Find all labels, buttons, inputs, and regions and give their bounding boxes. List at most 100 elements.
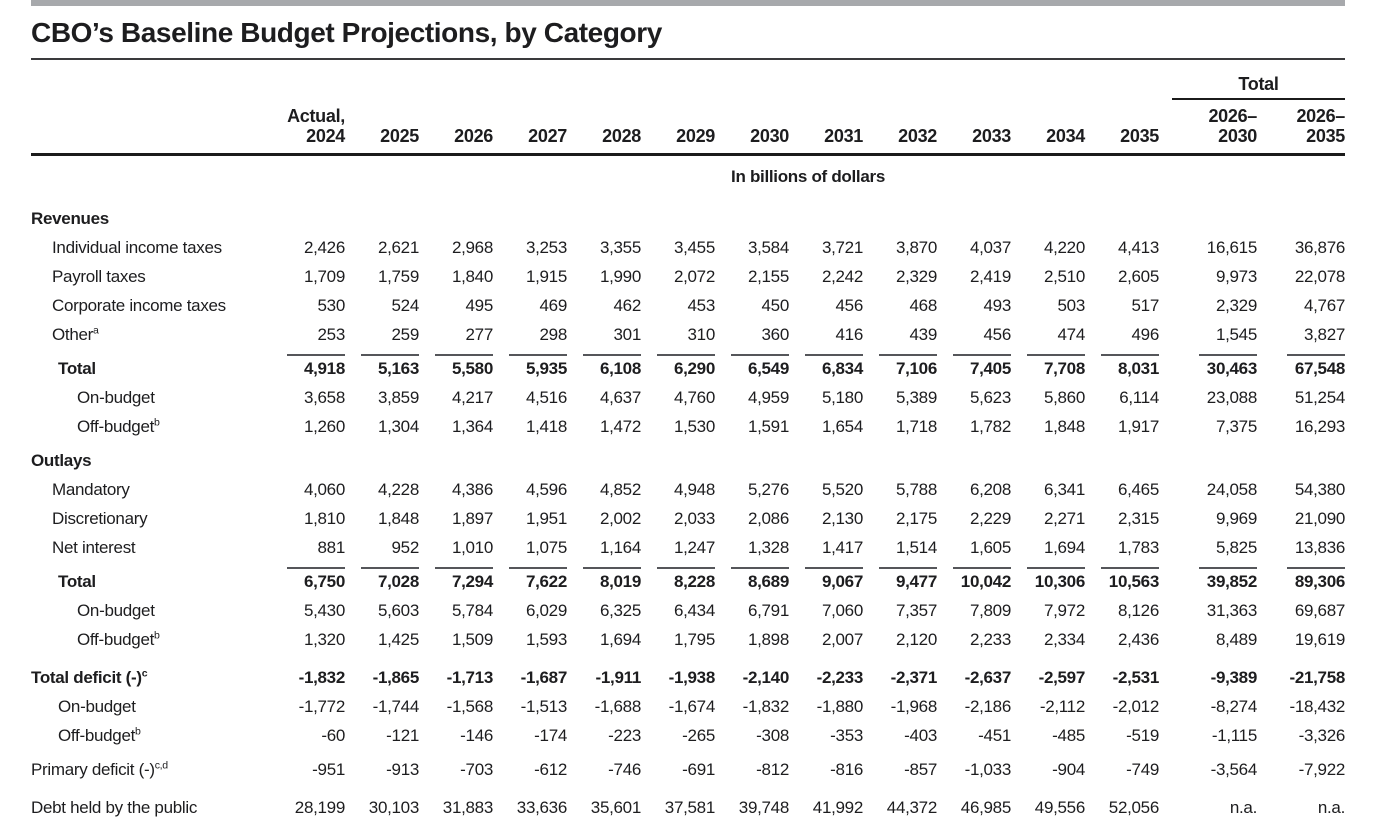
value-cell: 7,972 <box>1011 591 1085 620</box>
cell-value: 1,509 <box>451 629 493 649</box>
row-label: Individual income taxes <box>31 228 271 257</box>
cell-value: 7,972 <box>1043 600 1085 620</box>
section-row: Outlays <box>31 436 1345 470</box>
row-label-value: Primary deficit (-) <box>31 760 155 780</box>
cell-value: 8,489 <box>1215 629 1257 649</box>
value-cell: 493 <box>937 286 1012 315</box>
value-cell: -353 <box>789 716 863 745</box>
value-cell: -1,674 <box>641 687 716 716</box>
cell-value: 4,637 <box>599 387 641 407</box>
value-cell: 1,514 <box>863 528 937 557</box>
value-cell: 69,687 <box>1257 591 1346 620</box>
value-cell: 7,294 <box>419 557 493 591</box>
cell-value: 7,375 <box>1215 416 1257 436</box>
cell-value: 5,860 <box>1043 387 1085 407</box>
value-cell: 4,217 <box>419 378 493 407</box>
row-label-text: Revenues <box>31 209 109 228</box>
cell-value: 1,694 <box>599 629 641 649</box>
cell-value: 1,694 <box>1043 537 1085 557</box>
cell-value: 3,658 <box>303 387 345 407</box>
table-body: In billions of dollars Revenues Individual… <box>31 155 1345 817</box>
value-cell: 1,915 <box>493 257 567 286</box>
cell-value: n.a. <box>1317 798 1346 818</box>
value-cell: -703 <box>419 745 493 779</box>
cell-value: 6,791 <box>747 600 789 620</box>
cell-value: -1,911 <box>595 667 642 687</box>
total-spanner-label: Total <box>1238 74 1279 94</box>
cell-value: 1,364 <box>451 416 493 436</box>
cell-value: 4,948 <box>673 479 715 499</box>
value-cell: 495 <box>419 286 494 315</box>
row-label-text: Off-budgetb <box>31 417 160 436</box>
value-cell: 23,088 <box>1159 378 1258 407</box>
cell-value: 4,037 <box>969 237 1011 257</box>
cell-value: 9,973 <box>1215 266 1257 286</box>
row-label: Total <box>31 557 271 591</box>
cell-value: -21,758 <box>1289 667 1346 687</box>
row-label-value: Off-budget <box>77 629 155 649</box>
range-line2: 2030 <box>1218 126 1257 147</box>
value-cell: 474 <box>1011 315 1086 344</box>
cell-value: 456 <box>835 295 864 315</box>
value-cell: 5,276 <box>715 470 789 499</box>
cell-value: -223 <box>608 726 641 746</box>
row-label: Discretionary <box>31 499 271 528</box>
row-label-text: On-budget <box>31 697 136 716</box>
budget-table: Total Actual, 2024 2025 2026 2027 2028 2029 2030… <box>31 62 1345 817</box>
cell-value: 2,002 <box>599 508 641 528</box>
value-cell: 39,852 <box>1159 557 1257 591</box>
cell-value: 3,455 <box>673 237 715 257</box>
cell-value: 8,031 <box>1117 358 1159 378</box>
year-label: 2031 <box>824 126 863 147</box>
value-cell: 2,120 <box>863 620 937 649</box>
value-cell: 5,860 <box>1011 378 1085 407</box>
value-cell: -816 <box>789 745 863 779</box>
value-cell: 33,636 <box>493 779 568 817</box>
value-cell: -3,326 <box>1257 716 1346 745</box>
value-cell: 4,037 <box>937 228 1011 257</box>
value-cell: 2,002 <box>567 499 641 528</box>
value-cell: -2,531 <box>1085 649 1160 687</box>
row-label-value: On-budget <box>77 600 155 620</box>
value-cell: 1,990 <box>567 257 641 286</box>
value-cell: 8,126 <box>1085 591 1159 620</box>
value-cell: -60 <box>271 716 345 745</box>
value-cell: -451 <box>937 716 1011 745</box>
value-cell: 1,425 <box>345 620 419 649</box>
value-cell: 1,718 <box>863 407 937 436</box>
value-cell: 31,883 <box>419 779 494 817</box>
value-cell: 6,290 <box>641 344 715 378</box>
row-label-value: Total <box>58 358 96 378</box>
value-cell: 1,795 <box>641 620 715 649</box>
value-cell: 30,103 <box>345 779 420 817</box>
cell-value: 2,334 <box>1043 629 1085 649</box>
row-label-value: On-budget <box>77 387 155 407</box>
cell-value: 39,852 <box>1206 571 1258 591</box>
cell-value: 36,876 <box>1294 237 1346 257</box>
cell-value: 6,029 <box>525 600 567 620</box>
table-row: Othera 253 259 277 298 301 310 360 416 439 456 474 4… <box>31 315 1345 344</box>
cell-value: 2,271 <box>1043 508 1085 528</box>
cell-value: 6,325 <box>599 600 641 620</box>
cell-value: 474 <box>1057 324 1086 344</box>
value-cell: 1,840 <box>419 257 493 286</box>
cell-value: 360 <box>761 324 790 344</box>
value-cell: 52,056 <box>1085 779 1160 817</box>
cell-value: 1,840 <box>451 266 493 286</box>
value-cell: 503 <box>1011 286 1086 315</box>
row-label-value: Other <box>52 324 94 344</box>
cell-value: 530 <box>317 295 346 315</box>
row-label-value: Payroll taxes <box>52 266 146 286</box>
cell-value: 7,060 <box>821 600 863 620</box>
value-cell: -2,233 <box>789 649 864 687</box>
cell-value: 1,304 <box>377 416 419 436</box>
value-cell: 6,208 <box>937 470 1011 499</box>
table-row: Net interest 881 952 1,010 1,075 1,164 1,247 1,… <box>31 528 1345 557</box>
cell-value: 5,520 <box>821 479 863 499</box>
table-row: Debt held by the public 28,199 30,103 31,88… <box>31 779 1345 817</box>
cell-value: -485 <box>1052 726 1085 746</box>
value-cell: 4,220 <box>1011 228 1085 257</box>
cell-value: 493 <box>983 295 1012 315</box>
section-row: Revenues <box>31 199 1345 228</box>
range-line1: 2026– <box>1208 106 1257 127</box>
